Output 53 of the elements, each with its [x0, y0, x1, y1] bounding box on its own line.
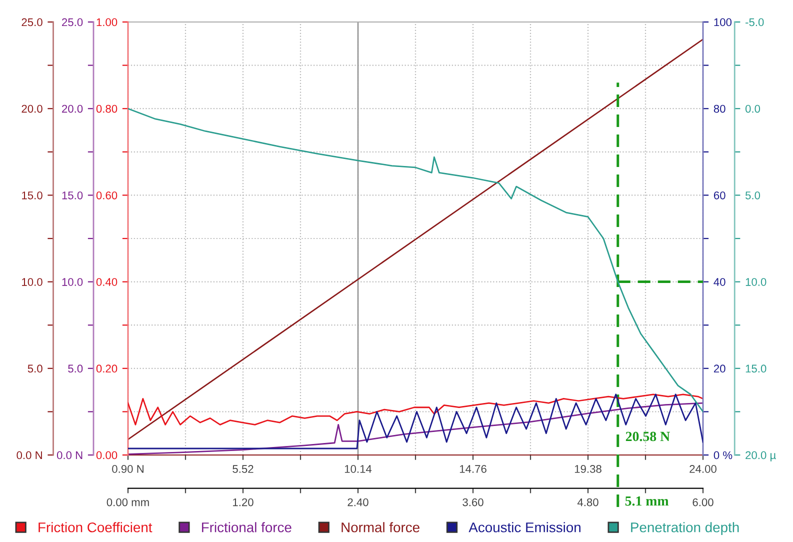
legend-label: Normal force [342, 522, 420, 532]
y2-tick-label: 0.20 [96, 364, 118, 373]
text: 5.1 mm [625, 496, 669, 506]
x2-tick-label: 3.60 [462, 498, 484, 506]
x-tick-label: 14.76 [460, 465, 486, 473]
line-series [128, 402, 703, 455]
y2-tick-label: 1.00 [96, 18, 118, 26]
annotation: 20.58 N [626, 432, 670, 442]
y3-tick-label: 80 [714, 104, 726, 113]
text: 20.0 [22, 104, 42, 113]
y-tick-label: 15.0 [746, 364, 766, 373]
legend-label: Penetration depth [631, 522, 739, 536]
line-series [128, 394, 703, 426]
x2-tick-label: 4.80 [577, 498, 598, 506]
x-tick-label: 10.14 [344, 465, 372, 473]
y-tick-label: 5.0 [745, 191, 760, 200]
text: 15.0 [22, 191, 42, 200]
y2-tick-label: 0.80 [96, 104, 118, 113]
y-tick-label: 0.0 N [56, 451, 82, 460]
x-tick-label: 19.38 [574, 465, 602, 473]
x2-tick-label: 2.40 [348, 498, 368, 506]
text: 5.0 [28, 364, 42, 373]
y3-tick-label: 60 [714, 191, 726, 200]
y-tick-label: 20.0 [62, 104, 83, 113]
line-series [128, 108, 703, 412]
y3-tick-label: 0 % [714, 451, 732, 460]
text: 0.0 N [16, 451, 42, 460]
y2-tick-label: 0.60 [96, 191, 118, 200]
x2-tick-label: 0.00 mm [106, 498, 149, 506]
line-series [128, 394, 703, 450]
x-tick-label: 5.52 [232, 465, 254, 473]
y3-tick-label: 20 [714, 364, 726, 373]
legend-label: Frictional force [202, 522, 292, 532]
text: 25.0 [22, 18, 42, 26]
y-tick-label: 15.0 [62, 191, 83, 200]
x-tick-label: 0.90 N [112, 465, 144, 473]
y2-tick-label: 0.00 [96, 451, 118, 460]
y2-tick-label: 0.40 [96, 278, 118, 286]
legend-label: Acoustic Emission [468, 522, 580, 532]
y-tick-label: -5.0 [746, 18, 764, 26]
x2-tick-label: 1.20 [233, 498, 254, 506]
y-tick-label: 10.0 [746, 278, 766, 286]
y-tick-label: 10.0 [62, 278, 83, 286]
x2-tick-label: 6.00 [692, 498, 714, 506]
y3-tick-label: 40 [714, 278, 726, 286]
y-tick-label: 5.0 [68, 364, 83, 373]
y-tick-label: 25.0 [62, 18, 83, 26]
x-tick-label: 24.00 [690, 465, 716, 473]
y3-tick-label: 100 [714, 18, 732, 26]
legend-label: Friction Coefficient [38, 522, 152, 532]
text: 10.0 [22, 278, 42, 286]
y-tick-label: 20.0 µ [746, 451, 776, 462]
y-tick-label: 0.0 [745, 104, 760, 113]
